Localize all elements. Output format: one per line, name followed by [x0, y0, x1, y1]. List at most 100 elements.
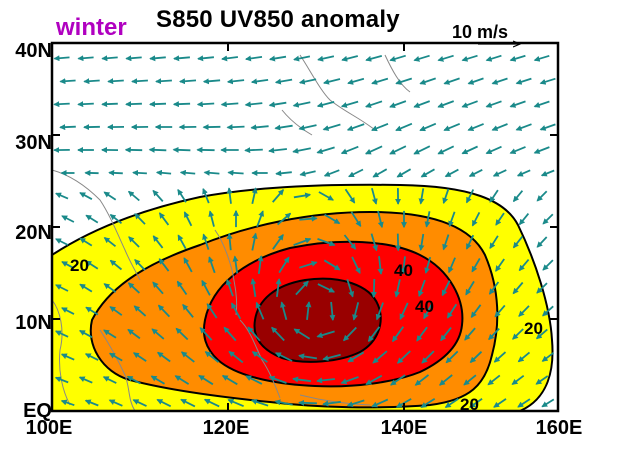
wind-vector-arrow	[465, 234, 475, 250]
wind-vector-arrow	[467, 77, 484, 85]
wind-vector-arrow	[244, 101, 263, 108]
wind-vector-arrow	[316, 330, 335, 339]
contour-label-40-north: 40	[394, 261, 413, 280]
wind-vector-arrow	[151, 328, 165, 340]
wind-vector-arrow	[517, 398, 531, 408]
wind-vector-arrow	[299, 260, 318, 269]
wind-vector-arrow	[440, 327, 452, 342]
contour-label-40-east: 40	[415, 297, 434, 316]
wind-vector-arrow	[488, 327, 500, 341]
wind-vector-arrow	[445, 350, 459, 364]
wind-vector-arrow	[152, 235, 164, 249]
wind-vector-arrow	[61, 307, 75, 315]
wind-vector-arrow	[471, 257, 481, 273]
wind-vector-arrow	[461, 100, 478, 108]
wind-vector-arrow	[340, 145, 359, 155]
lat-tick-10n: 10N	[15, 312, 52, 334]
wind-vector-arrow	[389, 100, 407, 108]
wind-vector-arrow	[85, 214, 99, 224]
lon-tick-160e: 160E	[535, 417, 583, 439]
wind-vector-arrow	[448, 257, 456, 274]
wind-vector-arrow	[509, 100, 526, 108]
wind-vector-arrow	[103, 283, 117, 293]
wind-vector-arrow	[351, 256, 361, 275]
wind-vector-arrow	[208, 256, 216, 274]
wind-vector-arrow	[418, 233, 425, 251]
wind-vector-arrow	[512, 190, 524, 203]
wind-vector-arrow	[208, 210, 215, 227]
wind-vector-arrow	[536, 236, 548, 248]
wind-vector-arrow	[375, 302, 384, 321]
wind-vector-arrow	[278, 256, 290, 274]
wind-vector-arrow	[413, 54, 430, 62]
wind-vector-arrow	[228, 350, 244, 364]
wind-vector-arrow	[156, 398, 172, 408]
wind-vector-arrow	[494, 304, 506, 318]
wind-vector-arrow	[150, 375, 165, 385]
lat-tick-20n: 20N	[15, 222, 52, 244]
wind-vector-arrow	[83, 78, 100, 85]
wind-vector-arrow	[269, 55, 287, 62]
wind-vector-arrow	[347, 351, 365, 363]
wind-vector-arrow	[183, 211, 193, 227]
lat-tick-eq: EQ	[23, 400, 52, 422]
wind-vector-arrow	[348, 168, 364, 178]
wind-vector-arrow	[448, 211, 456, 228]
figure-title: S850 UV850 anomaly	[156, 6, 400, 33]
wind-vector-arrow	[132, 352, 147, 362]
wind-vector-arrow	[131, 78, 148, 85]
wind-vector-arrow	[126, 375, 141, 385]
wind-vector-arrow	[370, 278, 377, 298]
wind-vector-arrow	[518, 259, 530, 272]
wind-vector-arrow	[367, 326, 381, 343]
contour-fill-level-4	[253, 277, 382, 363]
wind-vector-arrow	[201, 279, 211, 296]
wind-vector-arrow	[225, 278, 234, 297]
wind-vector-arrow	[400, 256, 407, 275]
wind-vector-arrow	[268, 147, 288, 154]
wind-vector-arrow	[512, 235, 524, 249]
reference-vector-label: 10 m/s	[452, 22, 509, 42]
wind-vector-arrow	[172, 101, 191, 108]
season-label: winter	[56, 14, 127, 41]
wind-vector-arrow	[198, 374, 214, 386]
wind-vector-arrow	[465, 280, 475, 296]
wind-vector-arrow	[424, 256, 432, 274]
wind-vector-arrow	[78, 376, 93, 384]
wind-vector-arrow	[102, 376, 117, 384]
wind-vector-arrow	[463, 374, 477, 386]
wind-vector-arrow	[275, 170, 292, 177]
wind-vector-arrow	[174, 375, 190, 385]
wind-vector-arrow	[512, 281, 524, 295]
wind-vector-arrow	[441, 280, 451, 297]
wind-vector-arrow	[461, 54, 478, 62]
wind-vector-arrow	[535, 328, 548, 340]
lon-tick-100e: 100E	[25, 417, 73, 439]
wind-vector-arrow	[343, 234, 357, 250]
wind-vector-arrow	[485, 100, 502, 108]
wind-vector-arrow	[444, 168, 459, 178]
wind-vector-arrow	[377, 255, 384, 275]
wind-vector-arrow	[350, 211, 362, 228]
wind-vector-arrow	[389, 54, 406, 62]
wind-vector-arrow	[437, 54, 454, 62]
wind-vector-arrow	[196, 101, 215, 108]
wind-vector-arrow	[232, 255, 239, 274]
wind-vector-arrow	[255, 301, 265, 320]
wind-vector-arrow	[206, 303, 218, 319]
wind-vector-arrow	[396, 168, 412, 178]
wind-vector-arrow	[372, 168, 388, 178]
wind-vector-arrow	[439, 374, 453, 386]
wind-vector-arrow	[536, 190, 548, 202]
wind-vector-arrow	[245, 375, 263, 385]
wind-vector-arrow	[79, 283, 93, 293]
wind-vector-arrow	[535, 375, 549, 385]
wind-vector-arrow	[293, 192, 312, 199]
wind-vector-arrow	[133, 305, 147, 317]
wind-vector-arrow	[204, 351, 220, 363]
wind-vector-arrow	[417, 279, 426, 297]
wind-vector-arrow	[533, 54, 550, 62]
wind-vector-arrow	[347, 77, 365, 85]
wind-vector-arrow	[220, 101, 239, 108]
wind-vector-arrow	[125, 101, 142, 108]
